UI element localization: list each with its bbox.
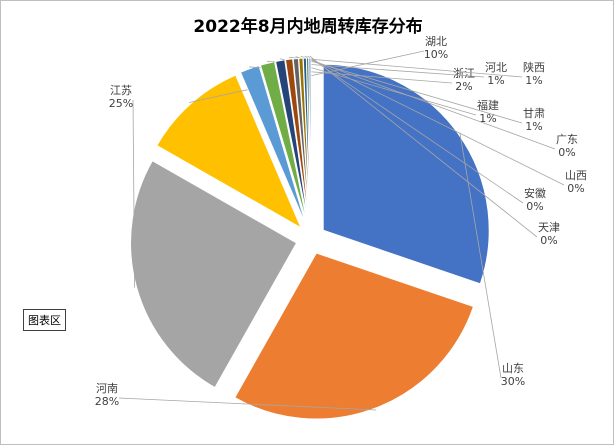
data-label-category-4: 湖北 <box>425 35 447 48</box>
data-label-category-2: 河南 <box>96 382 118 395</box>
data-label-percent-1: 30% <box>501 375 525 388</box>
data-label-percent-8: 1% <box>525 74 542 87</box>
data-label-percent-5: 2% <box>455 80 472 93</box>
data-label-percent-7: 1% <box>479 112 496 125</box>
data-label-category-8: 陕西 <box>523 60 545 74</box>
pie-slice-5[interactable] <box>239 65 307 226</box>
pie-slice-2[interactable] <box>234 252 475 420</box>
pie-slice-13[interactable] <box>308 57 312 225</box>
data-label-percent-3: 25% <box>109 97 133 110</box>
data-label-percent-6: 1% <box>487 74 504 87</box>
data-label-category-11: 山西 <box>565 169 587 182</box>
leader-line-10 <box>300 55 556 150</box>
leader-line-11 <box>304 55 565 186</box>
data-label-category-10: 广东 <box>556 133 578 146</box>
pie-slice-8[interactable] <box>284 58 310 225</box>
data-label-category-3: 江苏 <box>110 84 132 97</box>
leader-line-7 <box>279 58 477 116</box>
data-label-percent-2: 28% <box>95 395 119 408</box>
data-label-category-6: 河北 <box>485 61 507 74</box>
data-label-category-13: 天津 <box>538 221 560 234</box>
data-label-category-9: 甘肃 <box>523 107 545 120</box>
leader-line-1 <box>459 132 502 379</box>
data-label-percent-13: 0% <box>540 234 557 247</box>
leader-line-12 <box>307 55 524 204</box>
data-label-percent-10: 0% <box>558 146 575 159</box>
chart-title: 2022年8月内地周转库存分布 <box>193 17 423 37</box>
leader-line-2 <box>118 397 377 411</box>
data-label-percent-12: 0% <box>526 200 543 213</box>
data-label-percent-9: 1% <box>525 120 542 133</box>
data-label-category-5: 浙江 <box>453 67 475 80</box>
leader-line-13 <box>309 55 538 238</box>
data-label-category-12: 安徽 <box>524 186 546 200</box>
pie-slice-4[interactable] <box>156 74 303 229</box>
pie-slice-1[interactable] <box>322 63 490 285</box>
data-label-percent-4: 10% <box>424 48 448 61</box>
leader-line-3 <box>132 99 135 288</box>
data-label-percent-11: 0% <box>567 182 584 195</box>
data-label-category-7: 福建 <box>477 98 499 112</box>
leader-line-9 <box>295 56 523 124</box>
data-label-category-1: 山东 <box>502 362 524 375</box>
leader-line-8 <box>288 56 523 78</box>
plot-area-tooltip: 图表区 <box>23 309 66 331</box>
pie-slice-3[interactable] <box>130 160 298 389</box>
